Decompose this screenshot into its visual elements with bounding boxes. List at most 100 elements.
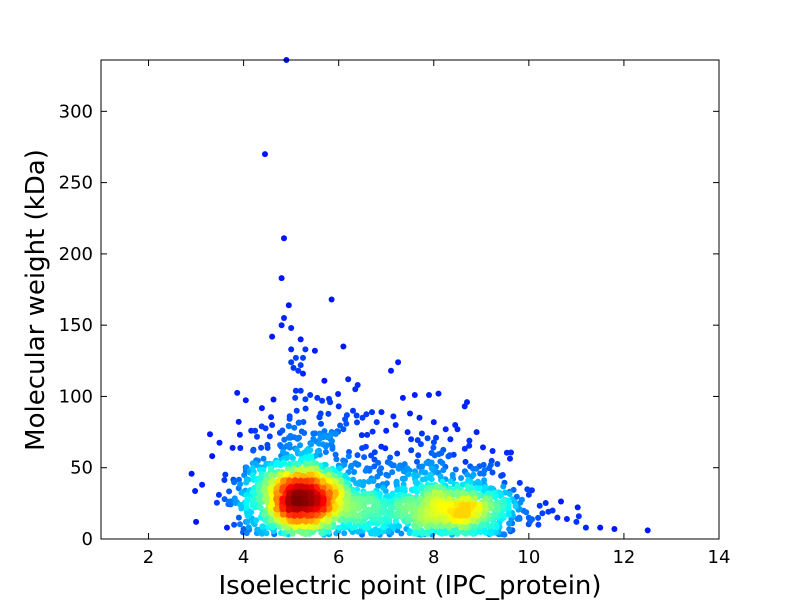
data-point xyxy=(407,410,413,417)
data-point xyxy=(359,414,366,421)
data-point xyxy=(349,502,355,509)
data-point xyxy=(234,389,241,396)
data-point xyxy=(345,453,352,460)
data-point xyxy=(558,498,564,505)
data-point xyxy=(442,426,449,433)
data-point xyxy=(235,418,242,425)
data-point xyxy=(545,508,552,515)
y-axis-label: Molecular weight (kDa) xyxy=(21,149,51,451)
data-point xyxy=(388,367,394,374)
data-point xyxy=(314,394,321,401)
data-point xyxy=(311,347,318,354)
data-point xyxy=(286,413,293,420)
data-point xyxy=(418,430,425,437)
data-point xyxy=(216,439,223,446)
data-point xyxy=(316,440,322,447)
data-point xyxy=(385,528,392,535)
data-point xyxy=(301,523,308,530)
data-point xyxy=(342,512,349,519)
data-point xyxy=(281,235,287,242)
data-point xyxy=(244,496,251,502)
data-point xyxy=(293,500,300,507)
data-point xyxy=(452,466,459,473)
data-point xyxy=(314,448,321,455)
data-point xyxy=(215,491,222,498)
data-point xyxy=(293,518,300,525)
data-point xyxy=(563,516,570,522)
data-point xyxy=(231,521,238,528)
data-point xyxy=(245,512,252,519)
data-point xyxy=(461,495,468,502)
data-point xyxy=(500,512,507,519)
data-point xyxy=(535,514,542,521)
data-point xyxy=(229,444,236,451)
data-point xyxy=(500,501,507,508)
data-point xyxy=(424,435,431,442)
data-point xyxy=(480,461,487,468)
data-point xyxy=(404,429,411,436)
data-point xyxy=(354,419,360,426)
data-point xyxy=(426,392,432,398)
data-point xyxy=(286,505,293,512)
data-point xyxy=(250,498,257,505)
data-point xyxy=(486,523,492,530)
data-point xyxy=(380,497,387,504)
data-point xyxy=(321,428,328,435)
data-point xyxy=(290,364,297,371)
data-point xyxy=(224,524,230,531)
data-point xyxy=(236,431,243,438)
data-point xyxy=(465,502,471,508)
data-point xyxy=(387,454,394,461)
data-point xyxy=(240,526,247,532)
data-point xyxy=(232,500,239,506)
data-point xyxy=(427,471,434,478)
data-point xyxy=(353,412,360,419)
data-point xyxy=(310,430,317,437)
data-point xyxy=(464,507,471,514)
data-point xyxy=(445,453,452,460)
data-point xyxy=(342,416,349,423)
data-point xyxy=(447,436,454,443)
data-point xyxy=(327,399,334,406)
data-point xyxy=(528,487,535,494)
data-point xyxy=(375,459,382,466)
data-point xyxy=(489,469,496,476)
data-point xyxy=(440,467,447,474)
data-point xyxy=(470,501,477,508)
data-point xyxy=(419,463,426,470)
data-point xyxy=(506,520,513,527)
data-point xyxy=(524,486,531,493)
data-point xyxy=(464,483,471,490)
data-point xyxy=(281,315,287,321)
data-point xyxy=(322,449,329,455)
data-point xyxy=(418,512,425,519)
data-point xyxy=(319,497,326,504)
data-point xyxy=(245,524,252,531)
data-point xyxy=(285,423,292,430)
data-point xyxy=(395,465,402,472)
data-point xyxy=(389,469,396,476)
data-point xyxy=(278,322,285,329)
data-point xyxy=(262,151,268,158)
data-point xyxy=(447,478,454,485)
data-point xyxy=(435,390,442,397)
data-point xyxy=(500,483,507,490)
data-point xyxy=(506,491,513,497)
data-point xyxy=(297,387,304,394)
data-point xyxy=(383,517,390,524)
data-point xyxy=(222,471,229,478)
data-point xyxy=(387,498,393,505)
data-point xyxy=(313,495,320,502)
data-point xyxy=(416,414,423,421)
data-point xyxy=(293,504,300,511)
data-point xyxy=(408,436,415,443)
data-point xyxy=(319,397,326,404)
data-point xyxy=(506,511,512,518)
data-point xyxy=(372,528,379,535)
data-point xyxy=(302,478,309,484)
data-point xyxy=(319,489,326,496)
data-point xyxy=(399,475,406,482)
data-point xyxy=(503,449,510,456)
data-point xyxy=(460,529,467,536)
